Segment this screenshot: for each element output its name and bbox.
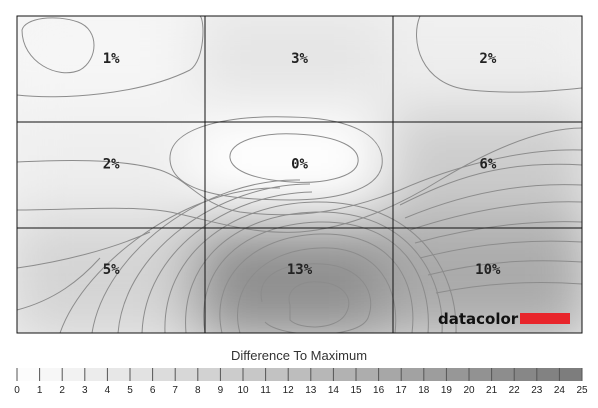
grid-lines bbox=[17, 16, 582, 333]
cell-label-r1c0: 2% bbox=[103, 157, 120, 173]
cell-label-r2c1: 13% bbox=[287, 262, 313, 278]
cell-label-r0c1: 3% bbox=[291, 51, 308, 67]
scale-swatch-4 bbox=[107, 368, 130, 381]
scale-tick-label-12: 12 bbox=[283, 385, 295, 396]
scale-tick-label-0: 0 bbox=[14, 385, 20, 396]
contour-lines bbox=[17, 16, 582, 333]
scale-swatches bbox=[17, 368, 582, 381]
scale-ticks: 0 1 2 3 4 5 6 7 8 9 10 11 12 13 14 15 16 17 18 19 20 21 22 23 24… bbox=[14, 368, 588, 396]
scale-tick-label-19: 19 bbox=[441, 385, 453, 396]
cell-label-r2c0: 5% bbox=[103, 262, 120, 278]
scale-tick-label-20: 20 bbox=[463, 385, 475, 396]
color-scale: Difference To Maximum 0 1 2 3 4 5 6 7 8 9 10 11 12 13… bbox=[14, 348, 588, 396]
scale-swatch-23 bbox=[536, 368, 560, 381]
shade-cell-r2c0 bbox=[17, 217, 216, 333]
scale-swatch-3 bbox=[84, 368, 108, 381]
scale-swatch-6 bbox=[152, 368, 176, 381]
plot-frame bbox=[16, 15, 583, 334]
scale-swatch-8 bbox=[197, 368, 221, 381]
brand-bar bbox=[520, 313, 570, 324]
scale-swatch-2 bbox=[62, 368, 85, 381]
scale-swatch-20 bbox=[469, 368, 492, 381]
scale-swatch-14 bbox=[333, 368, 356, 381]
scale-swatch-22 bbox=[514, 368, 537, 381]
scale-swatch-5 bbox=[130, 368, 153, 381]
scale-swatch-7 bbox=[175, 368, 198, 381]
scale-tick-label-13: 13 bbox=[305, 385, 317, 396]
scale-swatch-21 bbox=[491, 368, 515, 381]
scale-tick-label-6: 6 bbox=[150, 385, 156, 396]
scale-tick-label-24: 24 bbox=[554, 385, 566, 396]
heatmap-plot: 1% 3% 2% 2% 0% 6% 5% 13% 10% datacolor bbox=[16, 15, 583, 334]
scale-swatch-15 bbox=[356, 368, 379, 381]
cell-labels: 1% 3% 2% 2% 0% 6% 5% 13% 10% bbox=[103, 51, 501, 278]
scale-tick-label-5: 5 bbox=[127, 385, 133, 396]
cell-label-r0c2: 2% bbox=[479, 51, 496, 67]
shade-cell-r1c2 bbox=[383, 111, 582, 238]
scale-tick-label-11: 11 bbox=[260, 385, 271, 396]
scale-swatch-12 bbox=[288, 368, 311, 381]
scale-swatch-18 bbox=[423, 368, 447, 381]
scale-swatch-11 bbox=[265, 368, 289, 381]
brand-text: datacolor bbox=[438, 310, 519, 328]
scale-tick-label-18: 18 bbox=[418, 385, 430, 396]
scale-swatch-9 bbox=[220, 368, 243, 381]
scale-swatch-16 bbox=[378, 368, 402, 381]
cell-label-r1c1: 0% bbox=[291, 157, 308, 173]
scale-tick-label-10: 10 bbox=[237, 385, 249, 396]
brand-logo: datacolor bbox=[438, 310, 570, 328]
scale-tick-label-7: 7 bbox=[172, 385, 178, 396]
scale-swatch-24 bbox=[559, 368, 582, 381]
scale-swatch-19 bbox=[446, 368, 469, 381]
cell-label-r2c2: 10% bbox=[475, 262, 501, 278]
scale-title: Difference To Maximum bbox=[231, 348, 367, 363]
scale-tick-label-14: 14 bbox=[328, 385, 340, 396]
scale-tick-label-25: 25 bbox=[576, 385, 588, 396]
scale-tick-label-23: 23 bbox=[531, 385, 543, 396]
scale-swatch-10 bbox=[243, 368, 266, 381]
shading-layer bbox=[17, 16, 582, 333]
scale-tick-label-17: 17 bbox=[396, 385, 408, 396]
scale-tick-label-4: 4 bbox=[105, 385, 111, 396]
scale-swatch-0 bbox=[17, 368, 40, 381]
shade-cell-r1c0 bbox=[17, 111, 216, 238]
scale-tick-label-8: 8 bbox=[195, 385, 201, 396]
cell-label-r0c0: 1% bbox=[103, 51, 120, 67]
scale-tick-label-2: 2 bbox=[59, 385, 65, 396]
scale-swatch-1 bbox=[39, 368, 63, 381]
cell-label-r1c2: 6% bbox=[479, 157, 496, 173]
scale-tick-label-22: 22 bbox=[509, 385, 521, 396]
scale-tick-label-16: 16 bbox=[373, 385, 385, 396]
scale-tick-label-21: 21 bbox=[486, 385, 498, 396]
scale-tick-label-9: 9 bbox=[218, 385, 224, 396]
scale-swatch-13 bbox=[310, 368, 334, 381]
scale-tick-label-15: 15 bbox=[350, 385, 362, 396]
scale-tick-label-1: 1 bbox=[37, 385, 43, 396]
scale-swatch-17 bbox=[401, 368, 424, 381]
scale-tick-label-3: 3 bbox=[82, 385, 88, 396]
